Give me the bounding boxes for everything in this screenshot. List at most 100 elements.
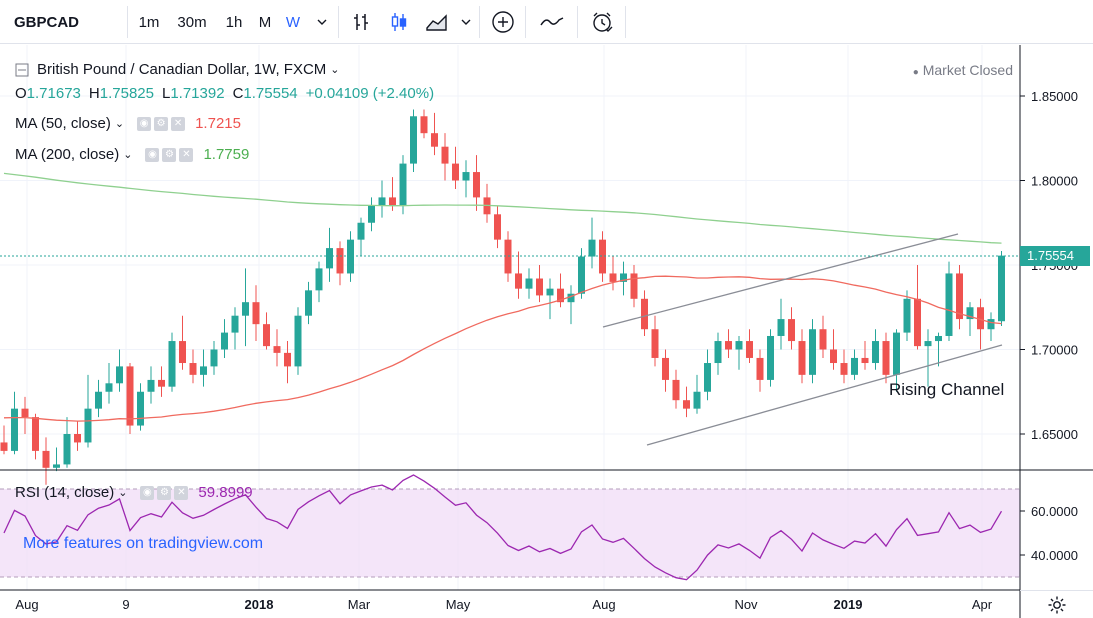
candle-body (746, 341, 753, 358)
close-icon[interactable]: ✕ (179, 147, 194, 162)
interval-month-button[interactable]: M (258, 13, 272, 31)
interval-30m-button[interactable]: 30m (177, 13, 207, 31)
candle-body (872, 341, 879, 364)
candle-body (305, 290, 312, 316)
candle-body (609, 273, 617, 282)
candle-body (452, 163, 459, 181)
candle-body (210, 349, 218, 367)
gear-icon[interactable]: ⚙ (162, 147, 177, 162)
eye-icon[interactable]: ◉ (137, 116, 152, 131)
plus-circle-icon (492, 11, 514, 33)
candle-layer (0, 109, 1005, 485)
candle-body (725, 341, 732, 350)
candle-body (32, 417, 39, 451)
compare-button[interactable] (530, 0, 574, 44)
candle-body (735, 341, 743, 350)
tradingview-watermark-link[interactable]: More features on tradingview.com (23, 535, 264, 552)
candle-body (683, 400, 690, 409)
candles-button[interactable] (381, 0, 417, 44)
candle-body (0, 442, 8, 451)
chevron-down-icon[interactable]: ⌄ (118, 487, 128, 499)
time-tick-label: 9 (122, 597, 129, 612)
time-tick-label: Mar (348, 597, 371, 612)
candle-body (515, 273, 522, 289)
rsi-label: RSI (14, close) (15, 484, 115, 501)
candle-body (95, 391, 102, 409)
channel-upper-trendline[interactable] (602, 233, 959, 328)
candle-body (410, 116, 417, 164)
chevron-down-icon (461, 19, 471, 25)
candle-body (819, 329, 827, 350)
candle-body (924, 341, 932, 347)
candle-body (189, 363, 197, 375)
close-icon[interactable]: ✕ (174, 485, 189, 500)
gear-icon[interactable]: ⚙ (154, 116, 169, 131)
candle-body (914, 298, 921, 347)
symbol-search-button[interactable]: GBPCAD (14, 13, 80, 31)
candle-body (882, 341, 890, 375)
compare-icon (540, 17, 564, 26)
candle-body (42, 450, 50, 468)
axis-layer: 1.850001.800001.750001.700001.6500060.00… (15, 89, 1078, 612)
candle-body (158, 379, 165, 387)
rising-channel-annotation[interactable]: Rising Channel (889, 380, 1005, 399)
add-indicator-button[interactable] (484, 0, 522, 44)
candle-body (168, 341, 176, 387)
candle-body (840, 363, 848, 375)
chart-type-more-button[interactable] (455, 0, 477, 44)
collapse-legend-icon[interactable] (15, 63, 29, 77)
candle-body (672, 379, 680, 401)
toolbar-divider (525, 6, 526, 38)
interval-week-button[interactable]: W (285, 13, 301, 31)
interval-1h-button[interactable]: 1h (225, 13, 243, 31)
rsi-tick-label: 40.0000 (1031, 548, 1078, 563)
candle-body (987, 319, 995, 330)
time-tick-label: 2018 (245, 597, 274, 612)
candle-body (263, 324, 270, 347)
time-tick-label: Aug (15, 597, 38, 612)
chart-settings-button[interactable] (1020, 590, 1093, 618)
symbol-legend[interactable]: British Pound / Canadian Dollar, 1W, FXC… (15, 61, 340, 78)
interval-more-button[interactable] (308, 0, 336, 44)
channel-lower-trendline[interactable] (646, 344, 1003, 446)
candle-body (315, 268, 323, 291)
candle-body (756, 357, 764, 380)
candle-body (945, 273, 953, 336)
candle-body (84, 408, 92, 443)
rsi-legend[interactable]: RSI (14, close) ⌄ ◉ ⚙ ✕ 59.8999 (15, 484, 253, 501)
candle-body (693, 391, 701, 409)
chevron-down-icon[interactable]: ⌄ (114, 118, 125, 130)
ma200-legend[interactable]: MA (200, close) ⌄ ◉ ⚙ ✕ 1.7759 (15, 146, 249, 163)
chevron-down-icon[interactable]: ⌄ (330, 64, 340, 76)
ma50-legend[interactable]: MA (50, close) ⌄ ◉ ⚙ ✕ 1.7215 (15, 115, 241, 132)
ma200-value: 1.7759 (203, 146, 250, 163)
area-chart-button[interactable] (419, 0, 455, 44)
candle-body (347, 239, 354, 274)
rsi-value: 59.8999 (198, 484, 253, 501)
time-tick-label: Aug (592, 597, 615, 612)
eye-icon[interactable]: ◉ (145, 147, 160, 162)
candle-body (74, 434, 81, 443)
candle-body (242, 302, 249, 316)
candle-body (326, 248, 333, 269)
ma50-line (3, 275, 1002, 422)
time-tick-label: Nov (734, 597, 758, 612)
high-label: H (88, 85, 100, 102)
candle-body (399, 163, 407, 206)
close-icon[interactable]: ✕ (171, 116, 186, 131)
close-label: C (232, 85, 244, 102)
bar-chart-button[interactable] (343, 0, 379, 44)
candle-body (284, 352, 291, 367)
interval-1m-button[interactable]: 1m (138, 13, 160, 31)
candle-body (578, 256, 585, 294)
alert-button[interactable] (582, 0, 622, 44)
candles-icon (391, 13, 407, 31)
gear-icon[interactable]: ⚙ (157, 485, 172, 500)
candle-body (525, 278, 533, 289)
candle-body (704, 363, 711, 392)
eye-icon[interactable]: ◉ (140, 485, 155, 500)
rsi-line (3, 474, 1003, 581)
chevron-down-icon (317, 19, 327, 25)
chevron-down-icon[interactable]: ⌄ (123, 149, 133, 161)
